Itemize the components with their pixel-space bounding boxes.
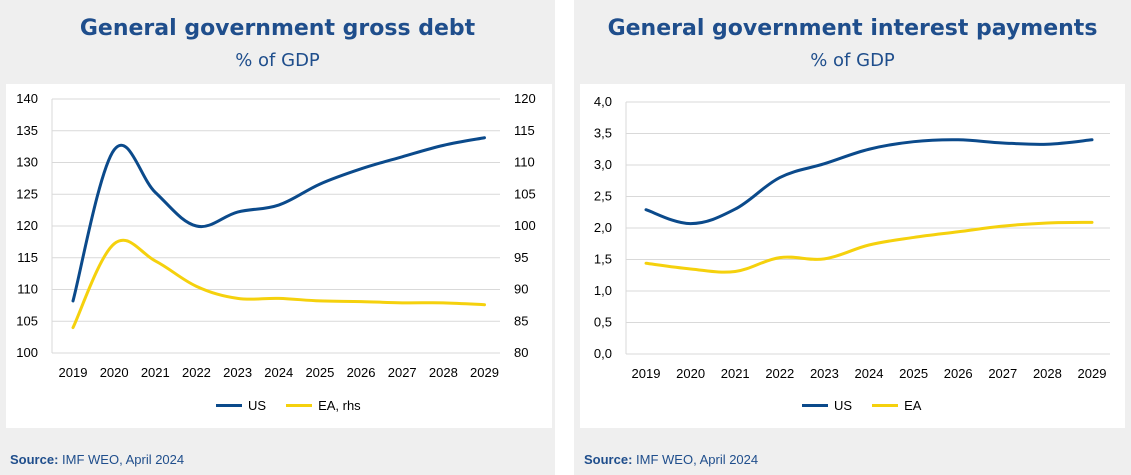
x-tick-label: 2027 xyxy=(388,365,417,380)
y-tick-label: 140 xyxy=(16,91,38,106)
legend: US EA, rhs xyxy=(216,398,381,413)
source-note: Source: IMF WEO, April 2024 xyxy=(584,452,758,467)
x-tick-label: 2025 xyxy=(899,366,928,381)
source-text: IMF WEO, April 2024 xyxy=(62,452,185,467)
x-tick-label: 2019 xyxy=(59,365,88,380)
y-tick-label: 105 xyxy=(16,313,38,328)
y-tick-label: 135 xyxy=(16,123,38,138)
x-tick-label: 2028 xyxy=(1033,366,1062,381)
x-tick-label: 2026 xyxy=(944,366,973,381)
source-label: Source: xyxy=(10,452,59,467)
x-tick-label: 2020 xyxy=(676,366,705,381)
y-tick-label: 0,0 xyxy=(594,346,612,361)
x-tick-label: 2023 xyxy=(810,366,839,381)
y-right-tick-label: 105 xyxy=(514,186,536,201)
legend-label-ea: EA, rhs xyxy=(318,398,361,413)
y-tick-label: 4,0 xyxy=(594,94,612,109)
y-tick-label: 115 xyxy=(17,250,38,265)
x-tick-label: 2027 xyxy=(988,366,1017,381)
x-tick-label: 2024 xyxy=(855,366,884,381)
x-tick-label: 2024 xyxy=(264,365,293,380)
y-tick-label: 120 xyxy=(16,218,38,233)
x-tick-label: 2020 xyxy=(100,365,129,380)
legend-label-us: US xyxy=(834,398,853,413)
y-right-tick-label: 120 xyxy=(514,91,536,106)
x-tick-label: 2028 xyxy=(429,365,458,380)
y-right-tick-label: 115 xyxy=(514,123,535,138)
x-tick-label: 2026 xyxy=(347,365,376,380)
x-tick-label: 2022 xyxy=(182,365,211,380)
y-tick-label: 2,0 xyxy=(594,220,612,235)
legend-item-us: US xyxy=(216,398,266,413)
gross-debt-chart-svg: 100 105 110 115 120 125 130 135 140 80 85 90 95 100 10… xyxy=(16,91,536,380)
y-tick-label: 100 xyxy=(16,345,38,360)
x-tick-label: 2019 xyxy=(632,366,661,381)
legend-item-ea: EA, rhs xyxy=(286,398,361,413)
interest-payments-chart-svg: 0,0 0,5 1,0 1,5 2,0 2,5 3,0 3,5 4,0 2019 2020 2021 2… xyxy=(594,94,1110,381)
plot-area: 0,0 0,5 1,0 1,5 2,0 2,5 3,0 3,5 4,0 2019 2020 2021 2… xyxy=(580,84,1125,428)
legend-swatch-ea xyxy=(286,404,313,407)
x-tick-label: 2021 xyxy=(141,365,170,380)
source-note: Source: IMF WEO, April 2024 xyxy=(10,452,184,467)
chart-subtitle: % of GDP xyxy=(810,50,895,71)
x-tick-label: 2025 xyxy=(305,365,334,380)
series-line-us xyxy=(71,136,486,303)
y-tick-label: 1,0 xyxy=(594,283,612,298)
legend-swatch-us xyxy=(216,404,242,407)
series-line-ea xyxy=(644,220,1094,274)
y-right-tick-label: 95 xyxy=(514,250,528,265)
chart-title: General government gross debt xyxy=(79,16,476,41)
legend: US EA xyxy=(802,398,941,413)
legend-item-us: US xyxy=(802,398,852,413)
legend-label-us: US xyxy=(248,398,267,413)
x-tick-label: 2022 xyxy=(765,366,794,381)
y-tick-label: 3,5 xyxy=(594,126,612,141)
chart-panel-gross-debt: General government gross debt % of GDP 1… xyxy=(0,0,555,475)
chart-subtitle: % of GDP xyxy=(235,50,320,71)
x-tick-label: 2029 xyxy=(1078,366,1107,381)
y-right-tick-label: 100 xyxy=(514,218,536,233)
y-tick-label: 110 xyxy=(17,282,38,297)
y-right-tick-label: 85 xyxy=(514,313,528,328)
legend-swatch-ea xyxy=(872,404,899,407)
source-label: Source: xyxy=(584,452,633,467)
y-tick-label: 130 xyxy=(16,155,38,170)
y-tick-label: 0,5 xyxy=(594,315,612,330)
y-right-tick-label: 80 xyxy=(514,345,528,360)
series-line-ea xyxy=(71,238,486,330)
plot-area: 100 105 110 115 120 125 130 135 140 80 85 90 95 100 10… xyxy=(6,84,552,428)
legend-item-ea: EA xyxy=(872,398,921,413)
x-tick-label: 2021 xyxy=(721,366,750,381)
y-right-tick-label: 110 xyxy=(514,155,535,170)
y-tick-label: 1,5 xyxy=(594,252,612,267)
y-tick-label: 125 xyxy=(16,186,38,201)
legend-swatch-us xyxy=(802,404,828,407)
source-text: IMF WEO, April 2024 xyxy=(636,452,759,467)
y-tick-label: 2,5 xyxy=(594,189,612,204)
chart-title: General government interest payments xyxy=(607,16,1098,41)
chart-panel-interest-payments: General government interest payments % o… xyxy=(574,0,1131,475)
y-right-tick-label: 90 xyxy=(514,282,528,297)
x-tick-label: 2029 xyxy=(470,365,499,380)
series-line-us xyxy=(644,138,1094,226)
legend-label-ea: EA xyxy=(904,398,922,413)
x-tick-label: 2023 xyxy=(223,365,252,380)
y-tick-label: 3,0 xyxy=(594,157,612,172)
